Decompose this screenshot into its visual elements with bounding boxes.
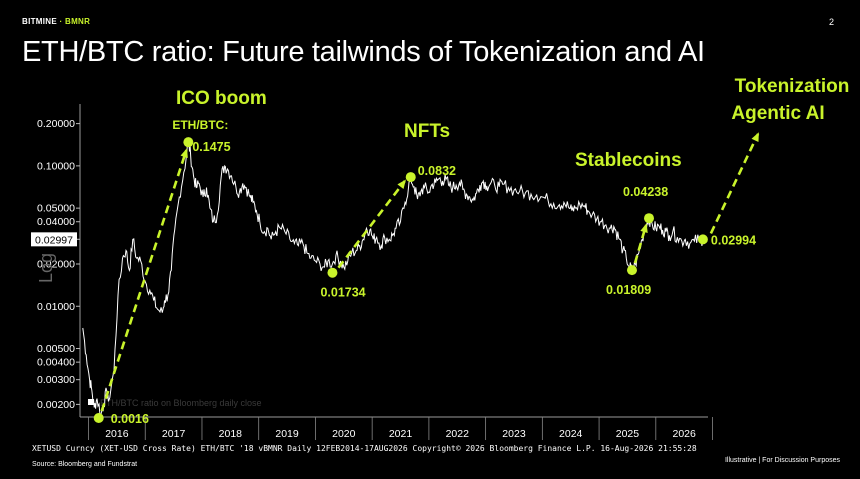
brand-ticker: BMNR <box>65 17 91 26</box>
x-tick-label: 2026 <box>672 428 696 440</box>
y-tick-label: 0.20000 <box>37 118 75 130</box>
y-tick-label: 0.00300 <box>37 374 75 386</box>
x-tick-label: 2024 <box>559 428 583 440</box>
x-tick-label: 2023 <box>502 428 526 440</box>
source-note: Source: Bloomberg and Fundstrat <box>32 461 138 468</box>
tokenization-arrow <box>709 133 760 234</box>
data-point-low-2025 <box>626 265 637 276</box>
annotation-stablecoins: Stablecoins <box>575 150 682 171</box>
annotation-tokenization: Tokenization <box>735 76 850 97</box>
data-point-low-2019 <box>327 267 338 278</box>
page-number: 2 <box>828 17 834 27</box>
point-label-low-2025: 0.01809 <box>606 283 651 297</box>
nft-arrow <box>337 180 406 269</box>
legend-swatch <box>88 399 94 405</box>
tokenization-arrow-head <box>751 132 759 142</box>
y-tick-label: 0.00400 <box>37 357 75 369</box>
x-tick-label: 2018 <box>219 428 243 440</box>
annotation-agentic-ai: Agentic AI <box>731 103 824 124</box>
point-label-peak-2017: 0.1475 <box>192 140 230 154</box>
brand-name: BITMINE <box>22 17 57 26</box>
point-label-peak-2021: 0.0832 <box>418 164 456 178</box>
x-tick-label: 2019 <box>275 428 299 440</box>
y-tick-label: 0.00200 <box>37 399 75 411</box>
ico-arrow <box>100 149 188 412</box>
y-tick-label: 0.01000 <box>37 301 75 313</box>
page-title: ETH/BTC ratio: Future tailwinds of Token… <box>22 36 705 68</box>
current-value-label: 0.02997 <box>35 234 73 246</box>
bloomberg-footer: XETUSD Curncy (XET-USD Cross Rate) ETH/B… <box>32 444 697 453</box>
stablecoin-arrow-head <box>640 223 648 234</box>
data-point-low-2015 <box>93 413 104 423</box>
y-tick-label: 0.04000 <box>37 216 75 228</box>
ratio-line <box>82 141 704 416</box>
point-label-low-2019: 0.01734 <box>320 286 365 300</box>
point-label-peak-2017-title: ETH/BTC: <box>172 118 228 132</box>
ico-arrow-head <box>180 148 188 159</box>
x-tick-label: 2020 <box>332 428 356 440</box>
y-tick-label: 0.05000 <box>37 203 75 215</box>
brand-separator: · <box>57 17 66 26</box>
annotation-nfts: NFTs <box>404 121 450 142</box>
x-tick-label: 2021 <box>389 428 413 440</box>
x-tick-label: 2017 <box>162 428 186 440</box>
point-label-now-2026: 0.02994 <box>711 233 756 247</box>
point-label-peak-2025: 0.04238 <box>623 185 668 199</box>
data-point-now-2026 <box>697 234 708 245</box>
brand: BITMINE · BMNR <box>22 17 90 26</box>
footer-note: Illustrative | For Discussion Purposes <box>724 457 840 464</box>
y-tick-label: 0.02000 <box>37 259 75 271</box>
legend-label: ETH/BTC ratio on Bloomberg daily close <box>100 398 262 408</box>
x-tick-label: 2025 <box>616 428 640 440</box>
data-point-peak-2025 <box>644 213 655 224</box>
data-point-peak-2017 <box>183 137 194 148</box>
y-tick-label: 0.10000 <box>37 160 75 172</box>
point-label-low-2015: 0.0016 <box>111 412 149 426</box>
current-value-box <box>31 232 77 247</box>
x-tick-label: 2022 <box>446 428 470 440</box>
nft-arrow-head <box>397 179 406 189</box>
x-tick-label: 2016 <box>105 428 129 440</box>
data-point-peak-2021 <box>405 172 416 183</box>
annotation-ico-boom: ICO boom <box>176 88 267 109</box>
y-axis-label: Log <box>36 253 56 283</box>
y-tick-label: 0.00500 <box>37 343 75 355</box>
